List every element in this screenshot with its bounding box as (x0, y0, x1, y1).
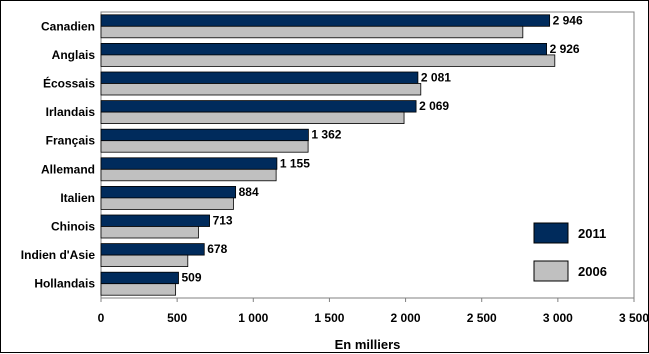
bar-2011-6 (100, 185, 237, 199)
category-label: Allemand (41, 162, 95, 176)
category-label: Écossais (43, 76, 95, 91)
bar-2011-4 (100, 128, 309, 142)
bar-2006-7 (100, 226, 199, 239)
bar-2006-8 (100, 254, 189, 268)
category-label: Français (46, 134, 96, 148)
bar-2011-3 (100, 100, 417, 113)
bar-2011-7 (100, 214, 210, 227)
x-tick-label: 3 000 (543, 311, 573, 325)
bar-2011-0 (100, 14, 551, 27)
category-label: Hollandais (34, 277, 95, 291)
category-label: Anglais (52, 48, 96, 62)
bar-2006-2 (100, 83, 422, 96)
bar-2006-3 (100, 111, 405, 124)
data-label-0: 2 946 (553, 13, 583, 27)
data-label-8: 678 (207, 242, 227, 256)
x-tick-label: 0 (98, 311, 105, 325)
data-label-5: 1 155 (280, 156, 310, 170)
bar-2006-5 (100, 168, 277, 182)
x-axis-title: En milliers (335, 337, 401, 352)
legend-label-2006: 2006 (578, 264, 607, 279)
category-label: Indien d'Asie (21, 248, 96, 262)
bar-2011-1 (100, 43, 547, 56)
category-label: Italien (60, 191, 95, 205)
category-label: Irlandais (46, 105, 96, 119)
x-tick-label: 1 000 (238, 311, 268, 325)
bar-2011-8 (100, 243, 205, 256)
legend-swatch-2006 (533, 260, 569, 282)
data-label-6: 884 (239, 185, 259, 199)
data-label-2: 2 081 (421, 71, 451, 85)
bar-2006-4 (100, 140, 309, 153)
legend-swatch-2011 (533, 222, 569, 244)
bar-2006-1 (100, 54, 556, 67)
x-tick-label: 2 000 (391, 311, 421, 325)
data-label-9: 509 (182, 271, 202, 285)
category-label: Chinois (51, 220, 95, 234)
x-tick-label: 3 500 (619, 311, 649, 325)
bar-2011-2 (100, 71, 419, 84)
x-tick-label: 1 500 (314, 311, 344, 325)
bar-2006-0 (100, 25, 524, 39)
data-label-3: 2 069 (419, 99, 449, 113)
bar-2011-9 (100, 271, 179, 285)
bar-2006-6 (100, 197, 234, 210)
category-label: Canadien (41, 19, 95, 33)
bar-2006-9 (100, 283, 177, 296)
data-label-1: 2 926 (550, 42, 580, 56)
data-label-7: 713 (213, 214, 233, 228)
x-tick-label: 2 500 (467, 311, 497, 325)
legend-label-2011: 2011 (578, 226, 606, 241)
x-tick-label: 500 (167, 311, 187, 325)
data-label-4: 1 362 (311, 128, 341, 142)
bar-2011-5 (100, 157, 278, 170)
